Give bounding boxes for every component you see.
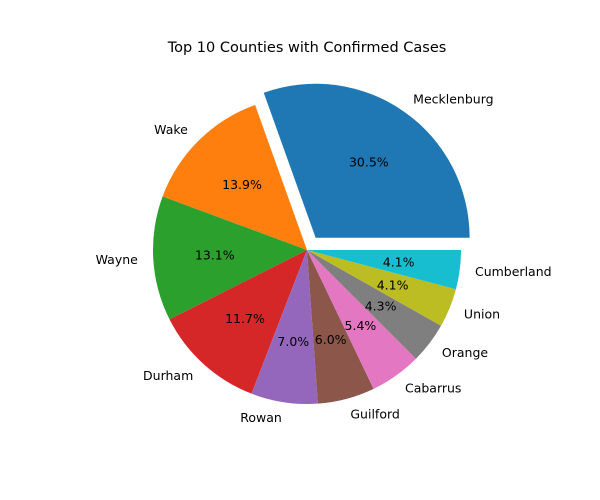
pie-slice-wake <box>162 105 307 250</box>
slice-label-durham: Durham <box>143 368 193 383</box>
slice-percent-orange: 4.3% <box>365 298 397 313</box>
slice-percent-wayne: 13.1% <box>195 248 235 263</box>
pie-slice-cumberland <box>307 250 461 290</box>
slice-percent-wake: 13.9% <box>222 177 262 192</box>
slice-label-mecklenburg: Mecklenburg <box>413 92 493 107</box>
slice-label-cabarrus: Cabarrus <box>405 381 461 396</box>
slice-percent-durham: 11.7% <box>225 311 265 326</box>
slice-percent-union: 4.1% <box>377 277 409 292</box>
slice-label-union: Union <box>464 306 500 321</box>
slice-percent-rowan: 7.0% <box>277 334 309 349</box>
slice-percent-guilford: 6.0% <box>315 332 347 347</box>
pie-slice-rowan <box>251 250 318 404</box>
slice-label-guilford: Guilford <box>350 406 399 421</box>
slice-label-wayne: Wayne <box>96 252 139 267</box>
slice-label-wake: Wake <box>154 122 188 137</box>
pie-slice-union <box>307 250 456 326</box>
slice-percent-mecklenburg: 30.5% <box>349 155 389 170</box>
pie-slice-wayne <box>152 196 307 320</box>
pie-slice-orange <box>307 250 442 359</box>
slice-percent-cumberland: 4.1% <box>383 254 415 269</box>
slice-label-orange: Orange <box>442 345 488 360</box>
pie-slice-durham <box>169 250 307 394</box>
slice-label-cumberland: Cumberland <box>475 264 552 279</box>
pie-slice-mecklenburg <box>263 83 470 238</box>
pie-slices <box>152 83 470 404</box>
pie-labels: Mecklenburg 30.5% Wake 13.9% Wayne 13.1% Durha… <box>96 92 552 425</box>
pie-slice-cabarrus <box>307 250 416 389</box>
chart-title: Top 10 Counties with Confirmed Cases <box>167 40 447 56</box>
slice-percent-cabarrus: 5.4% <box>345 318 377 333</box>
slice-label-rowan: Rowan <box>240 410 282 425</box>
pie-slice-guilford <box>307 250 374 404</box>
